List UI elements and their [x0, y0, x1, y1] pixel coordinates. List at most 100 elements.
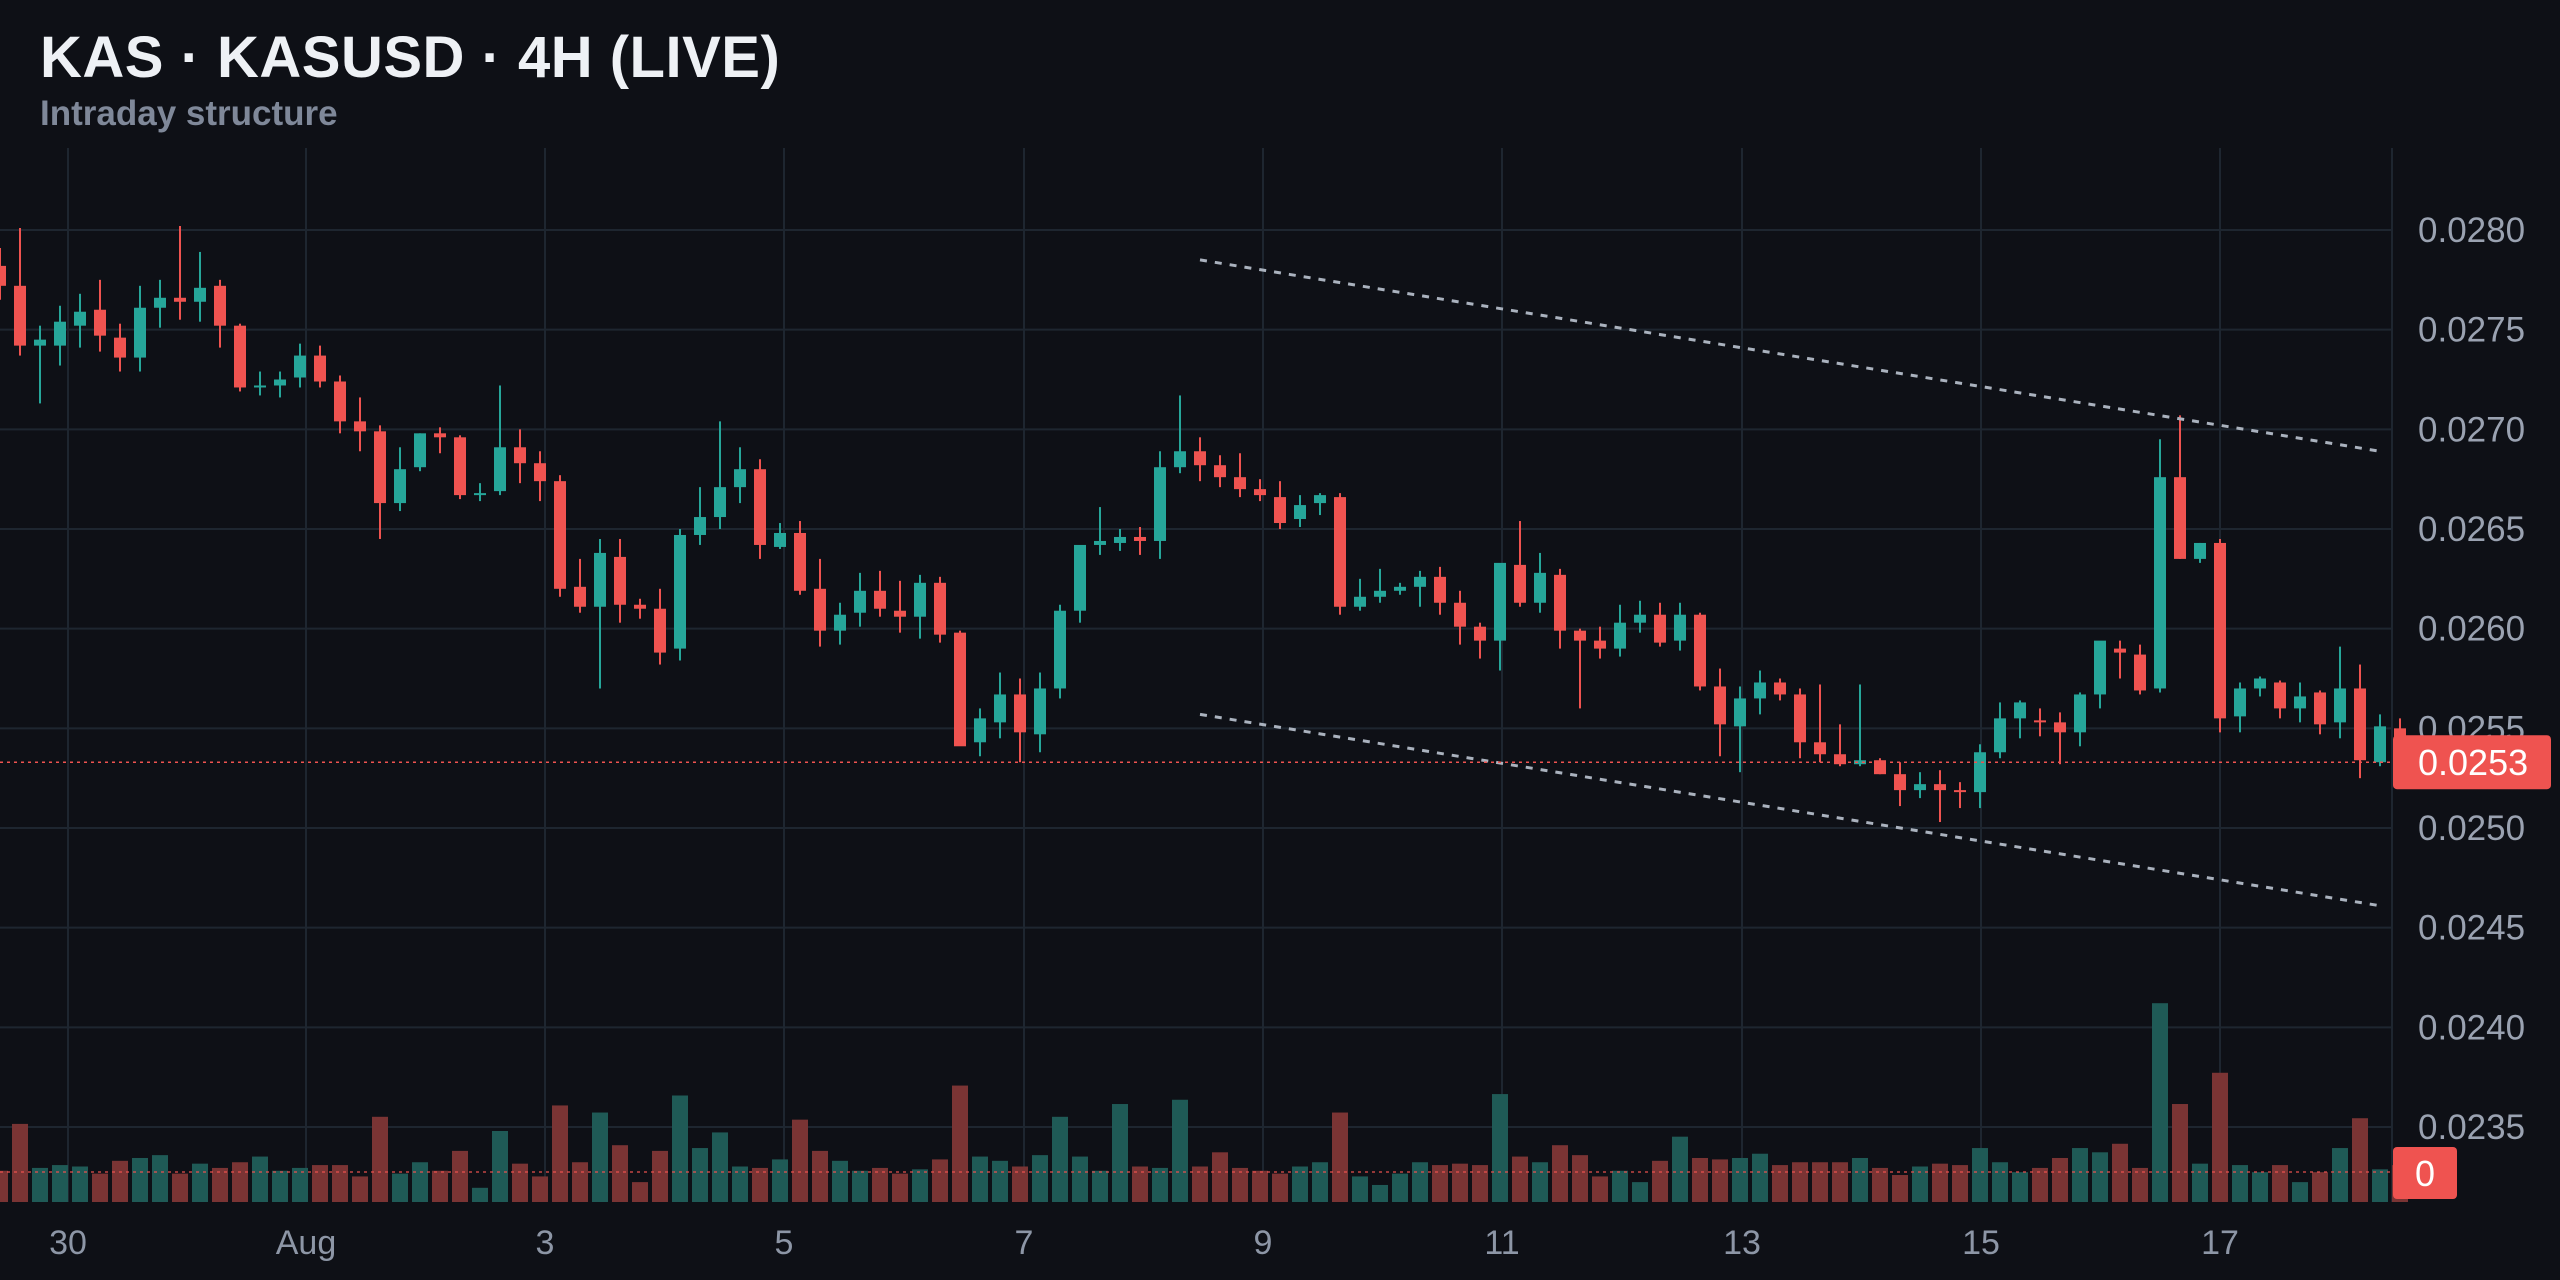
candle-body — [614, 556, 626, 605]
candle-body — [2094, 640, 2106, 695]
candle — [254, 371, 266, 396]
candle-body — [1034, 688, 1046, 735]
candle — [1794, 688, 1806, 759]
volume-bar — [172, 1173, 188, 1202]
volume-bar — [1332, 1112, 1348, 1202]
candle-body — [214, 285, 226, 326]
candle — [1634, 600, 1646, 633]
volume-bar — [432, 1170, 448, 1202]
price-axis[interactable]: 0.02800.02750.02700.02650.02600.02550.02… — [2418, 211, 2525, 1147]
candle-body — [1014, 694, 1026, 733]
candle-body — [354, 421, 366, 432]
candle — [1314, 493, 1326, 516]
candle-body — [1294, 505, 1306, 520]
candle-body — [1494, 562, 1506, 641]
candle-body — [894, 610, 906, 617]
volume-bar — [392, 1173, 408, 1202]
candle — [1934, 770, 1946, 823]
candle-body — [1974, 752, 1986, 793]
candle-body — [2254, 678, 2266, 689]
candle — [1894, 762, 1906, 807]
volume-bar — [1612, 1170, 1628, 1202]
volume-bar — [1172, 1099, 1188, 1202]
volume-bar — [1692, 1157, 1708, 1202]
candle-body — [234, 325, 246, 388]
candle — [2214, 538, 2226, 733]
candle — [1454, 590, 1466, 645]
candle — [74, 293, 86, 348]
candle-body — [674, 534, 686, 649]
candle-body — [854, 590, 866, 613]
candle-body — [2114, 648, 2126, 653]
candle-body — [2354, 688, 2366, 761]
candle-body — [134, 307, 146, 358]
candle-body — [414, 433, 426, 468]
trendline — [1199, 258, 2381, 453]
candle — [714, 421, 726, 529]
candle — [1294, 495, 1306, 528]
volume-bar — [2272, 1165, 2288, 1202]
candle — [2054, 712, 2066, 765]
candle — [214, 279, 226, 348]
candle — [1954, 782, 1966, 809]
volume-bar — [1552, 1145, 1568, 1202]
candle — [1354, 578, 1366, 611]
candle-body — [1594, 640, 1606, 649]
y-tick-label: 0.0275 — [2418, 311, 2525, 350]
candle-body — [1654, 614, 1666, 643]
candle — [1154, 451, 1166, 559]
time-axis[interactable]: 30 Aug 3 5 7 9 11 13 15 17 — [49, 1224, 2239, 1262]
candle-body — [2014, 702, 2026, 719]
candle-body — [1634, 614, 1646, 623]
candle-body — [1354, 596, 1366, 607]
grid-lines — [0, 148, 2393, 1202]
volume-bar — [472, 1187, 488, 1202]
volume-bar — [1192, 1166, 1208, 1202]
x-tick-label: 5 — [775, 1224, 794, 1262]
candles[interactable] — [0, 226, 2406, 823]
volume-bar — [412, 1162, 428, 1202]
candle-body — [274, 379, 286, 386]
volume-bar — [892, 1173, 908, 1202]
x-tick-label: 7 — [1015, 1224, 1034, 1262]
candle — [1874, 758, 1886, 775]
candle-body — [1374, 590, 1386, 597]
candle — [2354, 664, 2366, 779]
candle-body — [1534, 572, 1546, 603]
candle-body — [954, 632, 966, 747]
candle — [1714, 668, 1726, 757]
candle — [2234, 682, 2246, 733]
y-tick-label: 0.0270 — [2418, 410, 2525, 449]
volume-tag — [2393, 1147, 2457, 1199]
volume-bar — [952, 1085, 968, 1202]
y-tick-label: 0.0280 — [2418, 211, 2525, 250]
candle — [34, 325, 46, 404]
candle — [594, 538, 606, 689]
candle — [0, 247, 6, 300]
volume-bar — [1572, 1155, 1588, 1202]
candle-body — [494, 447, 506, 492]
candle — [974, 708, 986, 757]
volume-bar — [752, 1167, 768, 1202]
volume-bar — [2012, 1172, 2028, 1202]
candle — [2334, 646, 2346, 739]
candle — [1114, 529, 1126, 551]
candle-body — [1794, 694, 1806, 743]
candle-body — [34, 339, 46, 346]
candle — [354, 397, 366, 452]
candle-body — [254, 385, 266, 388]
volume-bar — [512, 1163, 528, 1202]
candle-body — [1734, 698, 1746, 727]
candle-body — [2054, 722, 2066, 733]
candle — [334, 375, 346, 434]
volume-bar — [452, 1150, 468, 1202]
candle — [1254, 479, 1266, 502]
candle — [1694, 612, 1706, 691]
volume-bar — [372, 1116, 388, 1202]
x-tick-label: Aug — [276, 1224, 337, 1262]
volume-bar — [252, 1156, 268, 1202]
candle — [1734, 686, 1746, 773]
candle — [1854, 684, 1866, 767]
candle — [2254, 676, 2266, 697]
